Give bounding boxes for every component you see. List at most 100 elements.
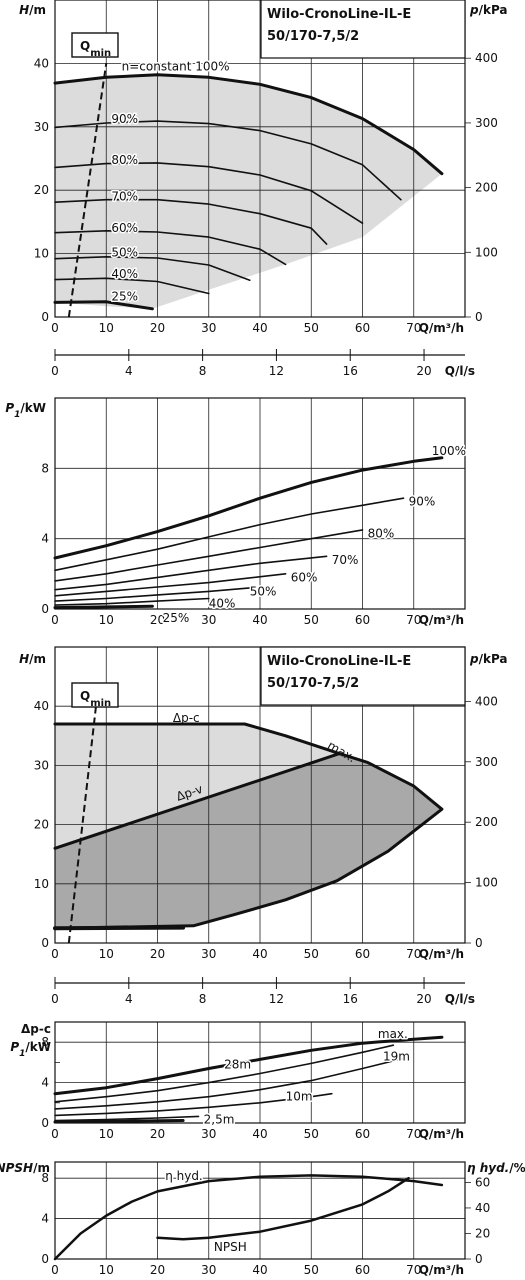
x-tick-label: 70 (406, 613, 421, 627)
y-axis-unit: /m (29, 3, 46, 17)
series-label: 25% (163, 611, 190, 625)
x-tick-label: 20 (150, 947, 165, 961)
x-tick-label: 50 (304, 613, 319, 627)
series-line (54, 120, 402, 201)
y-tick-label: 0 (41, 1116, 49, 1130)
x-tick-label: 40 (252, 947, 267, 961)
series-line (53, 752, 341, 850)
y2-axis-unit: /% (509, 1161, 525, 1175)
x-axis-label: Q/m³/h (419, 1127, 464, 1141)
ls-tick-label: 20 (416, 364, 431, 378)
x-tick-label: 30 (201, 1263, 216, 1277)
series-line (54, 497, 405, 572)
series-line (54, 529, 364, 582)
series-label: 40% (209, 597, 236, 611)
series-line (54, 587, 251, 602)
series-label: 2,5m (204, 1112, 235, 1126)
dark-area (55, 753, 442, 929)
qmin-box (71, 32, 119, 58)
series-line (54, 1115, 200, 1122)
plot-frame (54, 397, 466, 610)
y-axis-name: P (5, 401, 14, 415)
y2-tick-label: 20 (475, 1226, 490, 1240)
y-tick-label: 0 (41, 1252, 49, 1266)
y-tick-label: 30 (34, 120, 49, 134)
y2-tick-label: 200 (475, 815, 498, 829)
x-tick-label: 20 (150, 1263, 165, 1277)
y2-axis-unit: /kPa (479, 652, 508, 666)
y-axis-name: H (19, 3, 29, 17)
y-axis-sub: 1 (19, 1049, 25, 1059)
series-line (53, 1119, 185, 1124)
series-line (54, 277, 210, 295)
series-label: 50% (111, 245, 138, 259)
y2-tick-label: 60 (475, 1175, 490, 1189)
y2-axis-name: p (469, 3, 479, 17)
x-tick-label: 70 (406, 1263, 421, 1277)
qmin-q: Q (80, 689, 90, 703)
ls-tick-label: 12 (269, 992, 284, 1006)
series-line (156, 1176, 410, 1241)
x-tick-label: 70 (406, 1127, 421, 1141)
chart-pump-curve-dp: 0 10 20 30 40 50 60 700102030400100200300400Q/m… (19, 646, 508, 961)
series-line (54, 1057, 405, 1110)
series-line (54, 597, 210, 606)
series-line (53, 752, 444, 930)
y2-tick-label: 40 (475, 1201, 490, 1215)
x-tick-label: 0 (51, 947, 59, 961)
y-tick-label: 20 (34, 818, 49, 832)
x-tick-label: 0 (51, 1127, 59, 1141)
title-box (260, 646, 466, 706)
qmin-sub: min (90, 48, 111, 59)
y-axis-title: H/m (19, 3, 46, 17)
series-label: 70% (332, 553, 359, 567)
y-axis-title: P1/kW (10, 1040, 51, 1059)
y-tick-label: 40 (34, 56, 49, 70)
y-axis-sub: 1 (14, 410, 20, 420)
series-label: 19m (383, 1049, 410, 1063)
y-tick-label: 0 (41, 936, 49, 950)
x-axis-label: Q/m³/h (419, 1263, 464, 1277)
series-label: 90% (111, 112, 138, 126)
y-tick-label: 20 (34, 183, 49, 197)
x-tick-label: 50 (304, 1263, 319, 1277)
y2-axis-title: p/kPa (469, 3, 508, 17)
x-tick-label: 10 (99, 321, 114, 335)
y-tick-label: 4 (41, 532, 49, 546)
series-line (53, 1174, 444, 1261)
series-label: max. (378, 1027, 408, 1041)
series-line (53, 300, 154, 311)
y2-tick-label: 100 (475, 876, 498, 890)
x-tick-label: 40 (252, 613, 267, 627)
x-tick-label: 0 (51, 613, 59, 627)
chart-flow-ls-axis: 0 4 8 12 16 20 Q/l/s (51, 349, 475, 378)
y-axis-unit: /m (33, 1161, 50, 1175)
y-axis-top-label: Δp-c (21, 1022, 51, 1036)
y2-tick-label: 300 (475, 116, 498, 130)
x-tick-label: 30 (201, 1127, 216, 1141)
x-tick-label: 70 (406, 321, 421, 335)
x-tick-label: 10 (99, 1127, 114, 1141)
ls-tick-label: 16 (343, 364, 358, 378)
y-tick-label: 10 (34, 877, 49, 891)
y-tick-label: 4 (41, 1212, 49, 1226)
series-label: NPSH (214, 1240, 247, 1254)
series-label: 25% (111, 290, 138, 304)
series-line (53, 73, 444, 176)
light-area (55, 724, 340, 849)
y-axis-title: H/m (19, 652, 46, 666)
series-line (53, 722, 341, 756)
y2-tick-label: 200 (475, 181, 498, 195)
y-tick-label: 8 (41, 1035, 49, 1049)
x-tick-label: 10 (99, 613, 114, 627)
qmin-line (67, 63, 108, 318)
series-label: 90% (409, 495, 436, 509)
series-label: 100% (432, 444, 466, 458)
y2-axis-title: p/kPa (469, 652, 508, 666)
series-line (53, 604, 154, 610)
series-line (54, 1044, 395, 1103)
x-tick-label: 50 (304, 321, 319, 335)
hydraulic-area (55, 74, 442, 309)
x-tick-label: 10 (99, 947, 114, 961)
series-label: 50% (250, 584, 277, 598)
